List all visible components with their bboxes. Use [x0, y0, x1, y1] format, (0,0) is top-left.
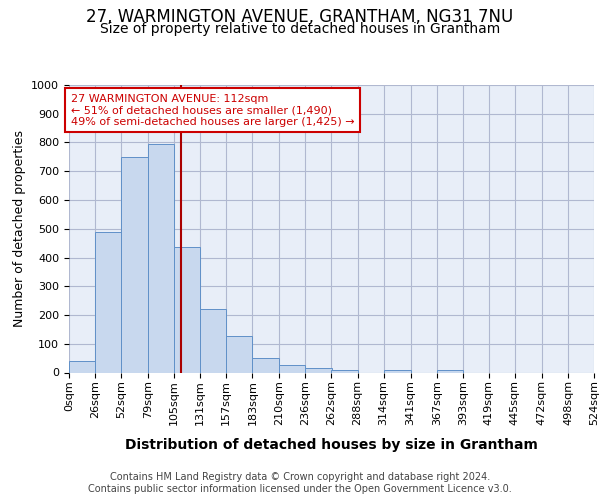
Text: Contains public sector information licensed under the Open Government Licence v3: Contains public sector information licen…: [88, 484, 512, 494]
Bar: [121, 157, 148, 372]
Text: Distribution of detached houses by size in Grantham: Distribution of detached houses by size …: [125, 438, 538, 452]
Bar: [383, 370, 410, 372]
Text: Size of property relative to detached houses in Grantham: Size of property relative to detached ho…: [100, 22, 500, 36]
Bar: [174, 248, 200, 372]
Bar: [437, 370, 463, 372]
Y-axis label: Number of detached properties: Number of detached properties: [13, 130, 26, 327]
Bar: [226, 336, 253, 372]
Bar: [253, 358, 280, 372]
Bar: [305, 368, 331, 372]
Bar: [331, 370, 358, 372]
Bar: [148, 144, 174, 372]
Bar: [95, 232, 121, 372]
Text: 27, WARMINGTON AVENUE, GRANTHAM, NG31 7NU: 27, WARMINGTON AVENUE, GRANTHAM, NG31 7N…: [86, 8, 514, 26]
Bar: [280, 364, 305, 372]
Text: 27 WARMINGTON AVENUE: 112sqm
← 51% of detached houses are smaller (1,490)
49% of: 27 WARMINGTON AVENUE: 112sqm ← 51% of de…: [71, 94, 355, 127]
Text: Contains HM Land Registry data © Crown copyright and database right 2024.: Contains HM Land Registry data © Crown c…: [110, 472, 490, 482]
Bar: [69, 361, 95, 372]
Bar: [200, 309, 226, 372]
